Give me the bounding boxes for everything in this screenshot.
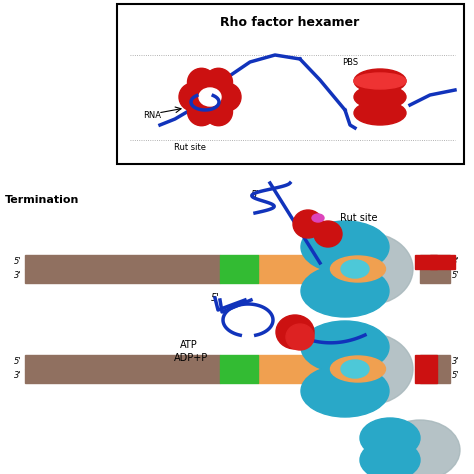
Text: 5': 5': [14, 357, 22, 366]
Ellipse shape: [204, 98, 233, 126]
Bar: [415, 355, 437, 369]
Bar: [420, 355, 450, 369]
Text: 3': 3': [452, 357, 460, 366]
Ellipse shape: [354, 101, 406, 125]
Ellipse shape: [301, 321, 389, 373]
Text: 5': 5': [452, 372, 460, 381]
Text: Rut site: Rut site: [174, 144, 206, 153]
FancyBboxPatch shape: [117, 4, 464, 164]
Ellipse shape: [199, 88, 221, 106]
Text: 5': 5': [251, 190, 259, 200]
Bar: [420, 255, 450, 269]
Bar: [415, 369, 437, 383]
Text: Rho factor hexamer: Rho factor hexamer: [220, 16, 360, 28]
Text: Termination: Termination: [5, 195, 79, 205]
Bar: [25, 255, 220, 269]
Bar: [420, 369, 450, 383]
Ellipse shape: [188, 68, 216, 96]
Ellipse shape: [330, 256, 385, 282]
Text: 5': 5': [14, 257, 22, 266]
Text: Rut site: Rut site: [340, 213, 377, 223]
Bar: [220, 355, 258, 369]
Text: 5': 5': [210, 293, 219, 303]
Bar: [258, 255, 348, 269]
Bar: [220, 369, 258, 383]
Ellipse shape: [354, 69, 406, 93]
Text: 5': 5': [452, 272, 460, 281]
Ellipse shape: [323, 233, 413, 305]
Ellipse shape: [301, 365, 389, 417]
Text: RNA: RNA: [143, 110, 161, 119]
Text: ATP: ATP: [180, 340, 198, 350]
Ellipse shape: [276, 315, 314, 349]
Ellipse shape: [341, 360, 369, 378]
Ellipse shape: [360, 418, 420, 458]
Bar: [25, 355, 220, 369]
Bar: [258, 269, 348, 283]
Bar: [220, 269, 258, 283]
Bar: [420, 269, 450, 283]
Bar: [258, 355, 358, 369]
Ellipse shape: [204, 68, 233, 96]
Ellipse shape: [380, 420, 460, 474]
Ellipse shape: [360, 440, 420, 474]
Ellipse shape: [323, 333, 413, 405]
Text: ADP+P: ADP+P: [174, 353, 208, 363]
Ellipse shape: [314, 221, 342, 247]
Ellipse shape: [341, 260, 369, 278]
Bar: [25, 269, 220, 283]
Bar: [430, 255, 455, 269]
Ellipse shape: [286, 324, 314, 350]
Ellipse shape: [301, 265, 389, 317]
Text: PBS: PBS: [342, 57, 358, 66]
Text: 3': 3': [14, 272, 22, 281]
Bar: [220, 255, 258, 269]
Text: 3': 3': [452, 257, 460, 266]
Ellipse shape: [312, 214, 324, 222]
Ellipse shape: [293, 210, 323, 238]
Ellipse shape: [213, 83, 241, 111]
Ellipse shape: [301, 221, 389, 273]
Ellipse shape: [354, 73, 406, 89]
Ellipse shape: [179, 83, 207, 111]
Ellipse shape: [330, 356, 385, 382]
Bar: [25, 369, 220, 383]
Ellipse shape: [354, 85, 406, 109]
Bar: [258, 369, 358, 383]
Ellipse shape: [188, 98, 216, 126]
Bar: [415, 255, 437, 269]
Text: 3': 3': [14, 372, 22, 381]
